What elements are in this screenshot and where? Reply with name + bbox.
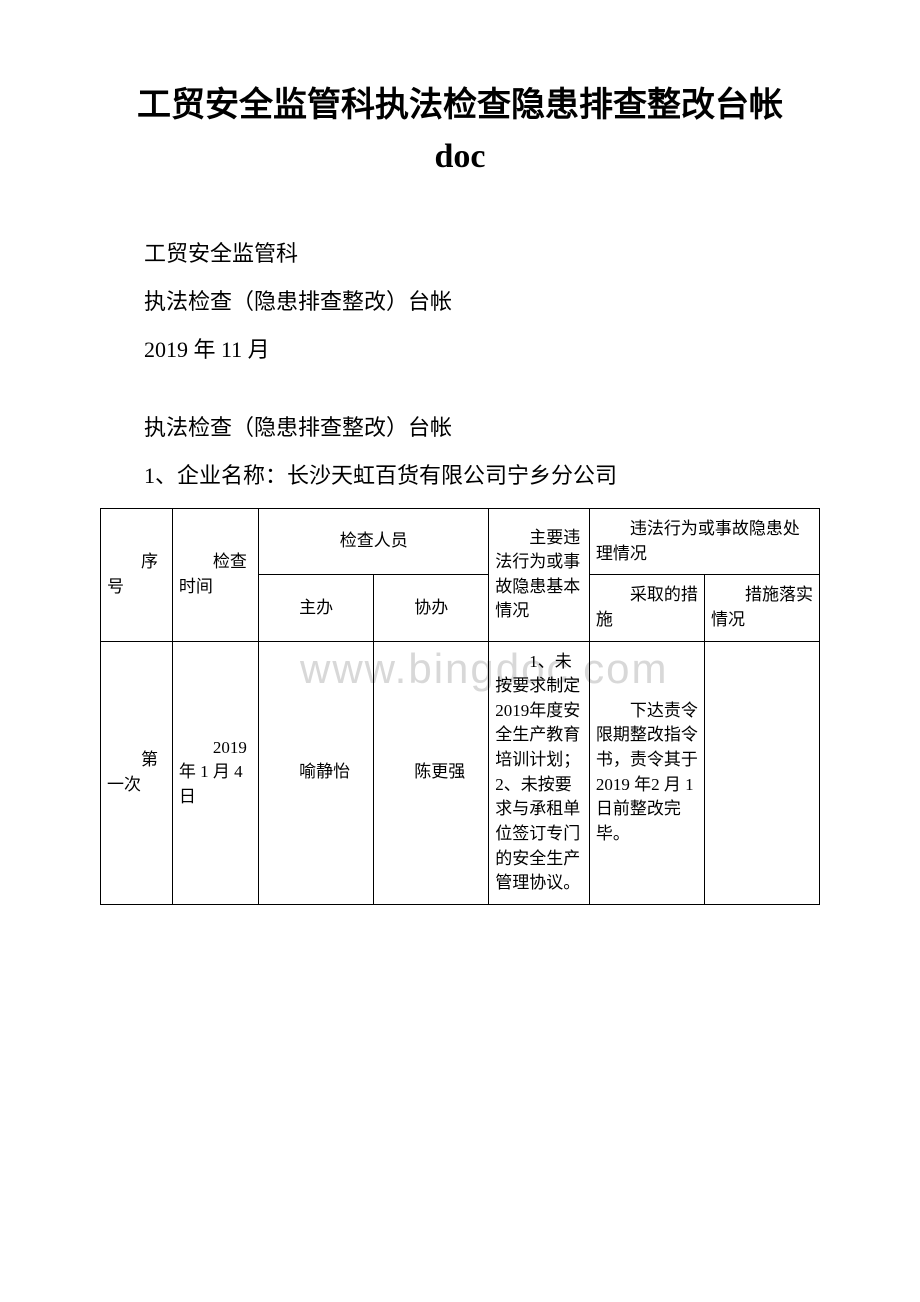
cell-zhu: 喻静怡 <box>259 641 374 904</box>
header-inspectors: 检查人员 <box>259 509 489 575</box>
cell-measure: 下达责令限期整改指令书，责令其于2019 年2 月 1 日前整改完毕。 <box>589 641 704 904</box>
title-line-2: doc <box>435 138 486 175</box>
header-xie: 协办 <box>374 575 489 641</box>
paragraph-ledger-2: 执法检查（隐患排查整改）台帐 <box>100 406 820 450</box>
document-title: 工贸安全监管科执法检查隐患排查整改台帐 doc <box>100 80 820 182</box>
table-row: 第一次 2019 年 1 月 4 日 喻静怡 陈更强 1、未按要求制定 2019… <box>101 641 820 904</box>
paragraph-dept: 工贸安全监管科 <box>100 232 820 276</box>
title-line-1: 工贸安全监管科执法检查隐患排查整改台帐 <box>137 87 783 124</box>
cell-impl <box>704 641 819 904</box>
header-zhu: 主办 <box>259 575 374 641</box>
header-issue: 主要违法行为或事故隐患基本情况 <box>489 509 590 642</box>
paragraph-company: 1、企业名称：长沙天虹百货有限公司宁乡分公司 <box>100 454 820 498</box>
header-handling: 违法行为或事故隐患处理情况 <box>589 509 819 575</box>
cell-issue: 1、未按要求制定 2019年度安全生产教育培训计划；2、未按要求与承租单位签订专… <box>489 641 590 904</box>
header-measure: 采取的措施 <box>589 575 704 641</box>
cell-time: 2019 年 1 月 4 日 <box>172 641 258 904</box>
inspection-table: 序号 检查时间 检查人员 主要违法行为或事故隐患基本情况 违法行为或事故隐患处理… <box>100 508 820 905</box>
cell-seq: 第一次 <box>101 641 173 904</box>
header-time: 检查时间 <box>172 509 258 642</box>
table-header-row-1: 序号 检查时间 检查人员 主要违法行为或事故隐患基本情况 违法行为或事故隐患处理… <box>101 509 820 575</box>
header-impl: 措施落实情况 <box>704 575 819 641</box>
paragraph-ledger-1: 执法检查（隐患排查整改）台帐 <box>100 280 820 324</box>
paragraph-date: 2019 年 11 月 <box>100 328 820 372</box>
header-seq: 序号 <box>101 509 173 642</box>
cell-xie: 陈更强 <box>374 641 489 904</box>
